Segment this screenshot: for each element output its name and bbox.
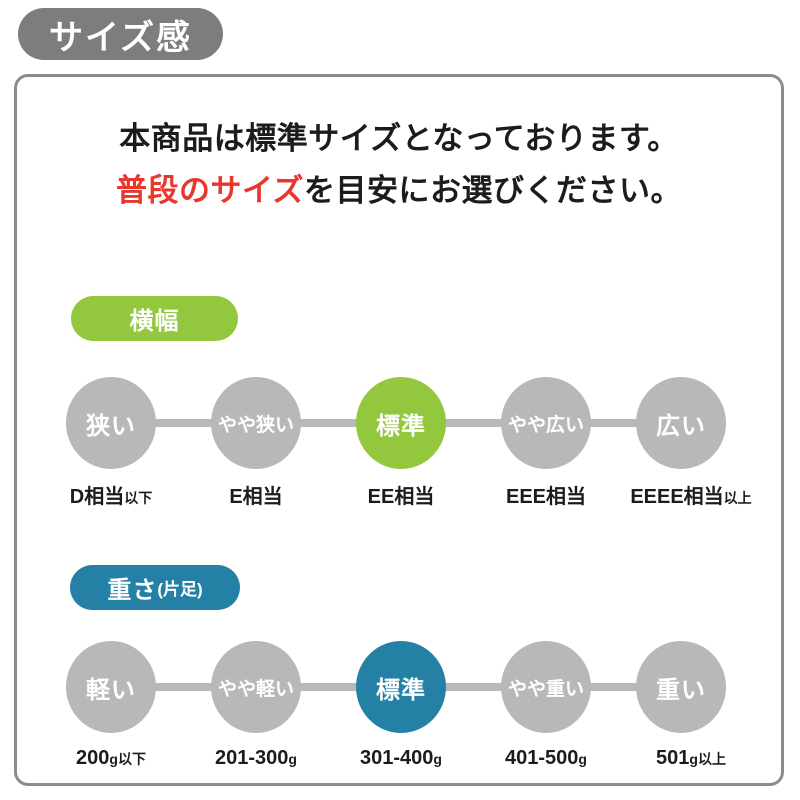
step-label: 501g以上 xyxy=(656,747,726,769)
weight-pill-sublabel: (片足) xyxy=(157,580,203,599)
step-label: 201-300g xyxy=(215,747,297,769)
step-label: EE相当 xyxy=(367,486,435,508)
heading-line2-rest: を目安にお選びください。 xyxy=(304,173,683,208)
step-circle-slightly-light: やや軽い xyxy=(211,641,301,733)
weight-pill-label: 重さ xyxy=(107,577,158,604)
heading-emphasis: 普段のサイズ xyxy=(115,173,305,208)
step-circle-slightly-wide: やや広い xyxy=(501,377,591,469)
step-label: EEE相当 xyxy=(505,486,587,508)
step-circle-heavy: 重い xyxy=(636,641,726,733)
step-label: E相当 xyxy=(229,486,283,508)
heading-line2: 普段のサイズを目安にお選びください。 xyxy=(17,165,781,217)
step-label: D相当以下 xyxy=(69,486,153,508)
size-guide-panel: 本商品は標準サイズとなっております。 普段のサイズを目安にお選びください。 横幅… xyxy=(14,74,784,786)
weight-section-pill: 重さ (片足) xyxy=(70,565,240,610)
size-guide-heading: 本商品は標準サイズとなっております。 普段のサイズを目安にお選びください。 xyxy=(17,113,781,217)
step-circle-narrow: 狭い xyxy=(66,377,156,469)
width-section-pill: 横幅 xyxy=(71,296,238,341)
size-feel-badge-label: サイズ感 xyxy=(49,18,192,57)
heading-line1: 本商品は標準サイズとなっております。 xyxy=(119,121,679,156)
step-circle-light: 軽い xyxy=(66,641,156,733)
size-feel-badge: サイズ感 xyxy=(18,8,223,60)
width-pill-label: 横幅 xyxy=(129,308,180,335)
step-label: EEEE相当以上 xyxy=(630,486,752,508)
step-label: 200g以下 xyxy=(76,747,146,769)
step-circle-slightly-narrow: やや狭い xyxy=(211,377,301,469)
step-circle-wide: 広い xyxy=(636,377,726,469)
step-circle-standard: 標準 xyxy=(356,641,446,733)
step-circle-standard: 標準 xyxy=(356,377,446,469)
step-label: 301-400g xyxy=(360,747,442,769)
step-circle-slightly-heavy: やや重い xyxy=(501,641,591,733)
step-label: 401-500g xyxy=(505,747,587,769)
